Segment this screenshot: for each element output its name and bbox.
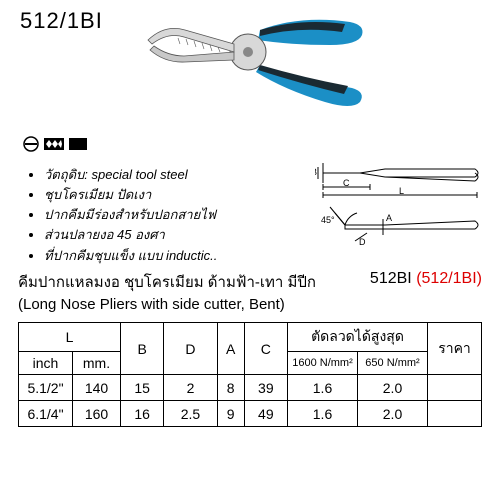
svg-text:A: A xyxy=(386,213,392,223)
col-inch: inch xyxy=(19,352,73,375)
title-thai: คีมปากแหลมงอ ชุบโครเมียม ด้ามฟ้า-เทา มีป… xyxy=(18,274,316,291)
svg-text:45°: 45° xyxy=(321,215,335,225)
product-image xyxy=(130,10,370,120)
title-en: (Long Nose Pliers with side cutter, Bent… xyxy=(18,296,482,313)
col-B: B xyxy=(121,323,164,375)
feature-item: ปากคีมมีร่องสำหรับปอกสายไฟ xyxy=(44,205,217,225)
technical-drawing: B C L 45° A D xyxy=(315,155,485,245)
svg-text:L: L xyxy=(399,186,404,196)
col-C: C xyxy=(244,323,287,375)
title-code: 512BI (512/1BI) xyxy=(370,270,482,288)
svg-text:C: C xyxy=(343,178,350,188)
svg-text:B: B xyxy=(315,167,317,177)
table-row: 5.1/2" 140 15 2 8 39 1.6 2.0 xyxy=(19,375,482,401)
feature-item: ที่ปากคีมชุบแข็ง แบบ inductic.. xyxy=(44,246,217,266)
spec-table: L B D A C ตัดลวดได้สูงสุด ราคา inch mm. … xyxy=(18,322,482,427)
feature-list: วัตถุดิบ: special tool steel ชุบโครเมียม… xyxy=(30,165,217,266)
symbol-strip xyxy=(22,135,92,153)
feature-item: ส่วนปลายงอ 45 องศา xyxy=(44,225,217,245)
svg-text:D: D xyxy=(359,237,366,245)
col-mm: mm. xyxy=(73,352,121,375)
col-L: L xyxy=(19,323,121,352)
feature-item: ชุบโครเมียม ปัดเงา xyxy=(44,185,217,205)
col-650: 650 N/mm² xyxy=(358,352,428,375)
table-row: 6.1/4" 160 16 2.5 9 49 1.6 2.0 xyxy=(19,401,482,427)
feature-item: วัตถุดิบ: special tool steel xyxy=(44,165,217,185)
col-A: A xyxy=(217,323,244,375)
col-1600: 1600 N/mm² xyxy=(288,352,358,375)
title-block: คีมปากแหลมงอ ชุบโครเมียม ด้ามฟ้า-เทา มีป… xyxy=(18,270,482,313)
col-cut: ตัดลวดได้สูงสุด xyxy=(288,323,428,352)
col-D: D xyxy=(164,323,217,375)
model-number: 512/1BI xyxy=(20,8,103,34)
col-price: ราคา xyxy=(428,323,482,375)
